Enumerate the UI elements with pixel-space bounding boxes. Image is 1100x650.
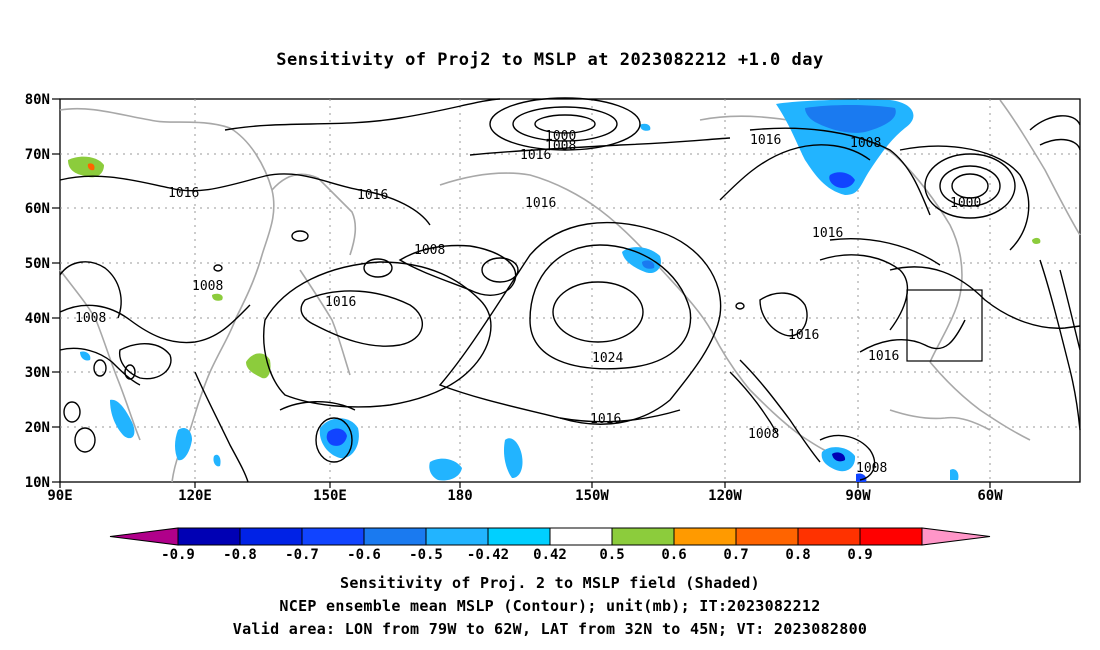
lon-tick-label: 120W: [708, 488, 742, 504]
colorbar-bin: [363, 527, 427, 546]
colorbar-bin: [859, 527, 923, 546]
shade-negative: [429, 458, 462, 481]
colorbar-tick-label: 0.8: [785, 547, 810, 563]
shade-negative: [640, 123, 651, 131]
colorbar-tick-label: 0.5: [599, 547, 624, 563]
shade-negative: [832, 452, 846, 462]
contour-label: 1008: [856, 461, 887, 476]
colorbar-bin: [301, 527, 365, 546]
shade-negative: [503, 438, 523, 478]
lon-tick-label: 180: [447, 488, 472, 504]
contour-label: 1000: [545, 129, 576, 144]
footer-line-valid-area: Valid area: LON from 79W to 62W, LAT fro…: [232, 620, 868, 638]
lon-tick-label: 150E: [313, 488, 347, 504]
lat-tick-label: 30N: [25, 365, 50, 381]
colorbar-tick-label: -0.5: [409, 547, 443, 563]
colorbar-tick-label: -0.9: [161, 547, 195, 563]
colorbar-min-extension: [109, 527, 179, 546]
colorbar-bin: [177, 527, 241, 546]
lat-tick-label: 60N: [25, 201, 50, 217]
shade-positive: [68, 156, 104, 178]
shade-negative: [80, 351, 91, 361]
contour-label: 1016: [788, 328, 819, 343]
shade-negative: [110, 399, 135, 439]
contour-label: 1016: [868, 349, 899, 364]
lon-tick-label: 90W: [845, 488, 871, 504]
colorbar: -0.9 -0.8 -0.7 -0.6 -0.5 -0.42 0.42 0.5 0.6 0.7 0.…: [109, 527, 991, 563]
colorbar-bin: [239, 527, 303, 546]
colorbar-tick-label: 0.42: [533, 547, 567, 563]
lon-tick-label: 90E: [47, 488, 72, 504]
lon-axis-labels: 90E 120E 150E 180 150W 120W 90W 60W: [47, 488, 1003, 504]
lat-ticks: [52, 98, 991, 488]
contour-label: 1008: [850, 136, 881, 151]
lat-tick-label: 20N: [25, 420, 50, 436]
contour-label: 1000: [950, 196, 981, 211]
colorbar-tick-label: -0.6: [347, 547, 381, 563]
shade-positive: [1032, 237, 1041, 244]
colorbar-bin: [611, 527, 675, 546]
lat-tick-label: 40N: [25, 311, 50, 327]
colorbar-bin: [549, 527, 613, 546]
shade-negative: [950, 469, 959, 480]
colorbar-bin: [673, 527, 737, 546]
shade-negative: [642, 260, 655, 269]
shade-negative: [829, 172, 855, 188]
shade-negative: [213, 454, 221, 467]
shade-positive: [212, 293, 223, 301]
lat-axis-labels: 80N 70N 60N 50N 40N 30N 20N 10N: [25, 92, 50, 491]
shade-negative: [856, 473, 867, 482]
colorbar-bin: [797, 527, 861, 546]
colorbar-bin: [425, 527, 489, 546]
lat-tick-label: 70N: [25, 147, 50, 163]
contour-label: 1024: [592, 351, 623, 366]
contour-labels: 1000 1008 1016 1016 1016 1016 1008 1016 …: [75, 129, 981, 476]
lat-tick-label: 10N: [25, 475, 50, 491]
lon-tick-label: 120E: [178, 488, 212, 504]
contour-label: 1016: [812, 226, 843, 241]
mslp-contours: [59, 97, 1081, 483]
lon-tick-label: 150W: [575, 488, 609, 504]
footer-line-contour: NCEP ensemble mean MSLP (Contour); unit(…: [279, 597, 821, 615]
shade-positive: [87, 163, 95, 171]
shade-positive: [246, 353, 271, 379]
shade-negative: [175, 428, 192, 461]
colorbar-tick-label: 0.6: [661, 547, 686, 563]
valid-area-box: [906, 289, 983, 362]
colorbar-tick-label: 0.9: [847, 547, 872, 563]
contour-label: 1016: [750, 133, 781, 148]
contour-label: 1008: [748, 427, 779, 442]
chart-title: Sensitivity of Proj2 to MSLP at 20230822…: [276, 50, 824, 70]
colorbar-tick-label: -0.7: [285, 547, 319, 563]
contour-label: 1008: [75, 311, 106, 326]
colorbar-bin: [735, 527, 799, 546]
contour-label: 1016: [325, 295, 356, 310]
footer-line-shaded: Sensitivity of Proj. 2 to MSLP field (Sh…: [340, 574, 760, 592]
lat-tick-label: 80N: [25, 92, 50, 108]
shade-negative: [326, 428, 347, 446]
contour-label: 1008: [414, 243, 445, 258]
lat-tick-label: 50N: [25, 256, 50, 272]
colorbar-bin: [487, 527, 551, 546]
lon-tick-label: 60W: [977, 488, 1003, 504]
contour-label: 1016: [357, 188, 388, 203]
contour-label: 1016: [525, 196, 556, 211]
contour-label: 1016: [590, 412, 621, 427]
colorbar-tick-label: 0.7: [723, 547, 748, 563]
shade-negative: [805, 105, 896, 133]
contour-label: 1016: [520, 148, 551, 163]
contour-label: 1016: [168, 186, 199, 201]
colorbar-tick-label: -0.8: [223, 547, 257, 563]
contour-label: 1008: [545, 139, 576, 154]
colorbar-tick-label: -0.42: [467, 547, 509, 563]
colorbar-max-extension: [921, 527, 991, 546]
contour-label: 1008: [192, 279, 223, 294]
